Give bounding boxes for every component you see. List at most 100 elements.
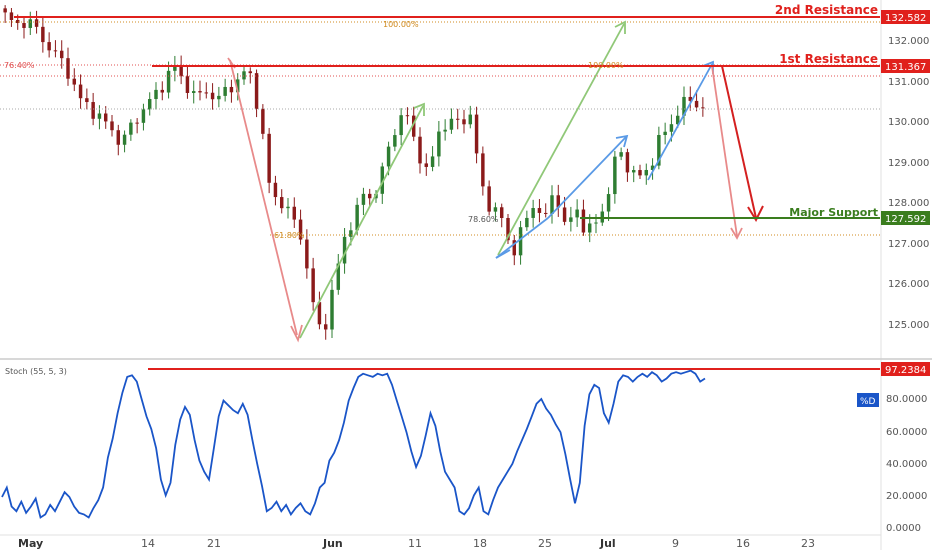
stoch-title: Stoch (55, 5, 3) (5, 367, 67, 376)
candle-body (85, 98, 89, 103)
candle-body (160, 89, 165, 93)
x-tick-may: May (18, 537, 43, 550)
price-candle (311, 257, 315, 311)
price-tick-131: 131.000 (888, 77, 929, 88)
arrow-drop-july-light (711, 65, 738, 237)
price-candle (694, 90, 699, 112)
price-candle (191, 80, 196, 104)
arrow-blue-start (495, 249, 511, 259)
fib-label-100-top: 100.00% (383, 20, 419, 29)
price-candle (198, 80, 202, 101)
candle-body (229, 86, 234, 93)
candle-body (613, 156, 617, 195)
candle-body (15, 20, 20, 24)
candle-body (59, 50, 64, 59)
candle-body (330, 289, 334, 330)
price-candle (525, 210, 529, 231)
price-tick-130: 130.000 (888, 117, 929, 128)
price-candle (682, 86, 686, 126)
candle-body (701, 107, 705, 109)
candle-body (462, 119, 466, 125)
candle-body (537, 208, 542, 213)
candle-body (657, 135, 661, 166)
price-candle (292, 197, 297, 228)
candle-body (53, 50, 58, 52)
price-candle (487, 180, 491, 216)
candle-body (122, 134, 127, 145)
candle-body (393, 135, 397, 147)
fib-label-76: 76.40% (4, 61, 35, 70)
price-candle (22, 16, 26, 39)
price-candle (66, 47, 70, 86)
stoch-legend: %D (860, 397, 876, 407)
price-tick-128: 128.000 (888, 198, 929, 209)
price-candle (141, 103, 146, 131)
candle-body (455, 118, 460, 120)
candle-body (34, 19, 39, 27)
price-candle (613, 150, 617, 204)
candle-body (91, 102, 95, 119)
stoch-resistance-badge (881, 362, 930, 376)
price-candle (28, 11, 33, 36)
x-tick-16: 16 (736, 537, 750, 550)
candle-body (154, 89, 158, 100)
price-candle (619, 147, 623, 161)
price-candle (330, 279, 334, 339)
candle-body (242, 71, 246, 80)
price-candle (418, 127, 422, 174)
stoch-tick-80: 80.0000 (886, 394, 927, 405)
price-candle (229, 79, 234, 103)
second-resistance-value: 132.582 (885, 13, 926, 24)
candle-body (110, 121, 114, 131)
candle-body (47, 42, 51, 51)
candle-body (261, 108, 265, 134)
price-candle (160, 81, 165, 101)
candle-body (663, 131, 667, 136)
price-candle (166, 61, 171, 99)
candle-body (625, 152, 630, 173)
price-candle (267, 127, 271, 194)
price-candle (550, 185, 554, 224)
candle-body (531, 208, 535, 218)
stoch-tick-20: 20.0000 (886, 491, 927, 502)
candle-body (449, 118, 454, 130)
price-candle (556, 184, 561, 217)
price-candle (185, 65, 190, 99)
first-resistance-label: 1st Resistance (779, 52, 878, 66)
price-candle (242, 66, 246, 85)
price-tick-126: 126.000 (888, 279, 929, 290)
price-candle (506, 213, 510, 244)
candle-body (198, 91, 202, 93)
first-resistance-badge (881, 59, 930, 73)
price-candle (518, 220, 523, 265)
candle-body (135, 122, 139, 124)
price-candle (675, 105, 680, 128)
price-candle (110, 115, 114, 137)
candle-body (179, 65, 183, 77)
price-candle (204, 82, 209, 99)
price-candle (179, 55, 183, 85)
candle-body (311, 268, 315, 303)
price-candle (537, 199, 542, 223)
price-candle (235, 73, 240, 101)
candle-body (9, 12, 14, 21)
arrow-rise-july-green-head (614, 20, 626, 34)
price-candle (367, 188, 372, 207)
price-candle (405, 107, 410, 125)
price-candle (122, 130, 127, 153)
price-candle (393, 128, 397, 152)
price-candle (72, 68, 77, 92)
price-candle (543, 203, 548, 218)
x-tick-23: 23 (801, 537, 815, 550)
price-candle (223, 78, 227, 102)
candle-body (631, 170, 636, 173)
candle-body (305, 239, 309, 269)
candle-body (418, 136, 422, 164)
fib-label-100-mid: 100.00% (588, 61, 624, 70)
price-candle (361, 187, 366, 216)
fib-label-61: 61.80% (274, 231, 305, 240)
stoch-tick-0: 0.0000 (886, 523, 921, 534)
price-candle (474, 106, 479, 164)
